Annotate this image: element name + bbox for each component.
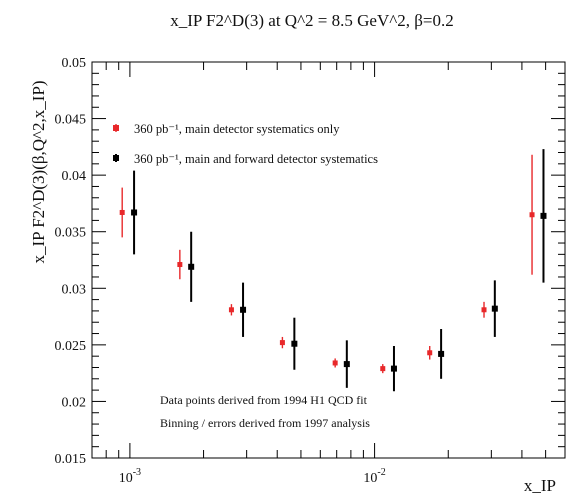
- annotation-line-1: Data points derived from 1994 H1 QCD fit: [160, 393, 368, 407]
- data-point: [390, 365, 397, 372]
- y-tick-label: 0.05: [62, 56, 87, 71]
- data-point: [119, 209, 125, 215]
- y-tick-label: 0.03: [62, 282, 87, 297]
- legend-label: 360 pb⁻¹, main and forward detector syst…: [134, 152, 378, 166]
- data-point: [131, 209, 138, 216]
- data-point: [291, 340, 298, 347]
- y-tick-label: 0.015: [55, 452, 87, 467]
- data-point: [188, 263, 195, 270]
- series-main-detector: [119, 154, 535, 374]
- y-tick-label: 0.04: [62, 169, 87, 184]
- legend-marker: [113, 155, 119, 161]
- data-point: [427, 350, 433, 356]
- chart-title: x_IP F2^D(3) at Q^2 = 8.5 GeV^2, β=0.2: [170, 11, 453, 30]
- data-point: [343, 361, 350, 368]
- data-point: [540, 212, 547, 219]
- data-point: [279, 340, 285, 346]
- y-tick-label: 0.025: [55, 339, 87, 354]
- x-axis-label: x_IP: [524, 476, 556, 495]
- legend-marker: [113, 125, 119, 131]
- data-point: [177, 262, 183, 268]
- data-point: [380, 366, 386, 372]
- data-point: [529, 212, 535, 218]
- y-tick-label: 0.035: [55, 226, 87, 241]
- series-main-and-forward: [131, 149, 547, 392]
- x-tick-label: 10-3: [119, 467, 141, 486]
- legend: 360 pb⁻¹, main detector systematics only…: [113, 122, 378, 166]
- data-point: [332, 360, 338, 366]
- axes: 0.015 0.02 0.025 0.03 0.035 0.04 0.045 0.05 10-3…: [55, 56, 566, 486]
- data-series: [119, 149, 547, 392]
- data-point: [491, 305, 498, 312]
- data-point: [481, 307, 487, 313]
- data-point: [240, 306, 247, 313]
- y-axis-label: x_IP F2^D(3)(β,Q^2,x_IP): [29, 80, 48, 263]
- data-point: [438, 350, 445, 357]
- y-tick-label: 0.02: [62, 395, 87, 410]
- legend-label: 360 pb⁻¹, main detector systematics only: [134, 122, 340, 136]
- plot-frame: [91, 61, 566, 459]
- annotation-line-2: Binning / errors derived from 1997 analy…: [160, 416, 370, 430]
- y-tick-label: 0.045: [55, 113, 87, 128]
- x-tick-label: 10-2: [363, 467, 385, 486]
- data-point: [228, 307, 234, 313]
